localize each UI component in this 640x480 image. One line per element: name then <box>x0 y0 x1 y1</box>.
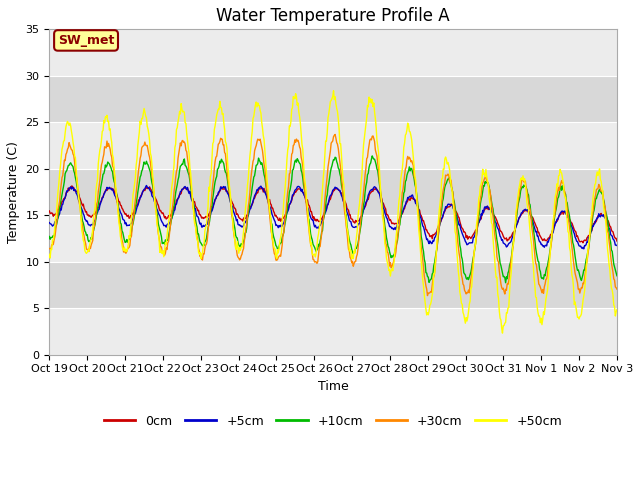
Bar <box>49 308 617 355</box>
X-axis label: Time: Time <box>318 380 349 393</box>
Text: SW_met: SW_met <box>58 34 114 47</box>
Y-axis label: Temperature (C): Temperature (C) <box>7 141 20 243</box>
Legend: 0cm, +5cm, +10cm, +30cm, +50cm: 0cm, +5cm, +10cm, +30cm, +50cm <box>99 410 567 433</box>
Bar <box>49 262 617 308</box>
Bar <box>49 169 617 215</box>
Bar <box>49 215 617 262</box>
Bar <box>49 76 617 122</box>
Bar <box>49 29 617 76</box>
Bar <box>49 122 617 169</box>
Title: Water Temperature Profile A: Water Temperature Profile A <box>216 7 450 25</box>
